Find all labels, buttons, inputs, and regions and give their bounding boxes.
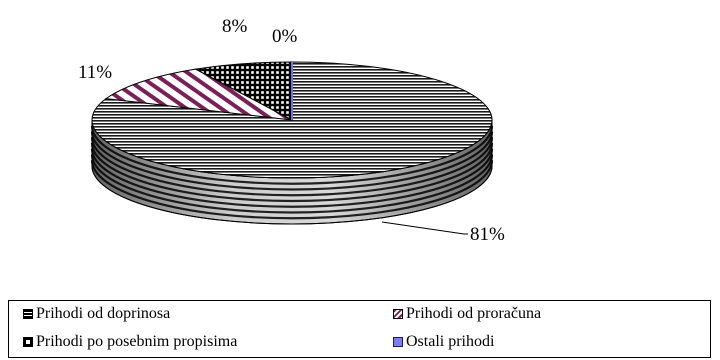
data-label-prihodi-od-doprinosa: 81% (470, 224, 505, 245)
leader-line (381, 221, 468, 235)
data-label-ostali-prihodi: 0% (272, 26, 298, 47)
legend-item-ostali: Ostali prihodi (393, 333, 494, 351)
pie-data-labels: 81% 11% 8% 0% (78, 16, 505, 245)
horizontal-stripes-square-icon (23, 309, 33, 319)
legend-label: Ostali prihodi (406, 333, 495, 350)
slice-prihodi-po-posebnim-propisima (194, 61, 293, 121)
legend-label: Prihodi po posebnim propisima (36, 333, 238, 350)
legend-label: Prihodi od doprinosa (36, 305, 171, 322)
slice-prihodi-od-proracuna (104, 68, 293, 121)
data-label-prihodi-po-posebnim-propisima: 8% (222, 16, 248, 37)
legend: Prihodi od doprinosa Prihodi od proračun… (8, 300, 711, 358)
pie-chart: 81% 11% 8% 0% (78, 16, 505, 245)
grid-square-icon (23, 337, 33, 347)
data-label-prihodi-od-proracuna: 11% (78, 62, 112, 83)
pie-top-face (91, 61, 493, 179)
legend-item-doprinosa: Prihodi od doprinosa (23, 305, 170, 323)
diagonal-stripes-square-icon (393, 309, 403, 319)
pie-side-wall (90, 119, 494, 225)
legend-label: Prihodi od proračuna (406, 305, 542, 322)
legend-item-posebnim-propisima: Prihodi po posebnim propisima (23, 333, 237, 351)
legend-item-proracuna: Prihodi od proračuna (393, 305, 541, 323)
blue-square-icon (393, 337, 403, 347)
